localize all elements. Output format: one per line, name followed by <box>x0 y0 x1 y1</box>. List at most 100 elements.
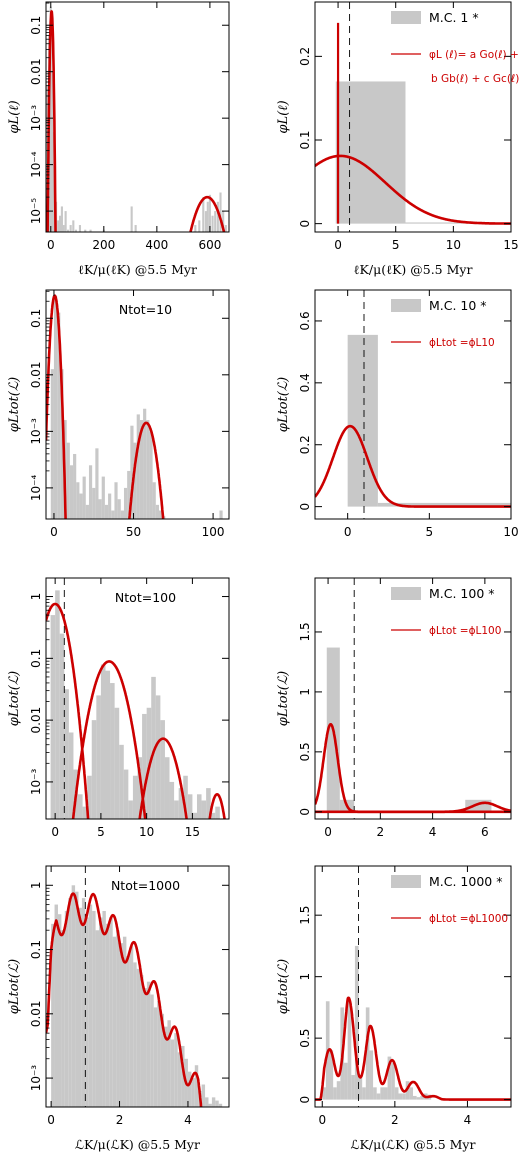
sample-size-label: Ntot=10 <box>119 302 172 317</box>
histogram-bar <box>78 907 82 1107</box>
fit-curve <box>138 737 188 819</box>
histogram-bar <box>219 192 222 232</box>
histogram-bar <box>409 1087 413 1100</box>
histogram-bar <box>88 465 93 519</box>
y-tick-label: 0.1 <box>29 16 43 35</box>
histogram-bar <box>59 633 65 819</box>
panel-p1: 0 200 400 600 10⁻⁵ 10⁻⁴ 10⁻³ 0.01 0.1 φL(ℓ) ℓK/μ(ℓ… <box>7 1 230 277</box>
y-tick-label: 0 <box>298 220 312 228</box>
histogram-bar <box>387 1056 392 1100</box>
histogram-bar <box>119 744 124 819</box>
y-tick-label: 10⁻³ <box>29 418 43 445</box>
histogram-bar <box>362 1087 366 1100</box>
x-tick-label: 0 <box>50 525 58 539</box>
histogram-bar <box>136 968 141 1107</box>
y-tick-label: 0.4 <box>298 373 312 392</box>
legend-hist-swatch <box>391 299 421 312</box>
x-tick-label: 0 <box>318 1113 326 1127</box>
histogram-bar <box>53 295 58 519</box>
histogram-bar <box>329 1050 334 1100</box>
axes-frame <box>45 1 230 233</box>
plot-area <box>315 866 511 1107</box>
histogram-bar <box>95 930 100 1107</box>
histogram-bar <box>142 713 147 819</box>
legend-hist-label: M.C. 1 * <box>429 10 479 25</box>
histogram-bar <box>194 1065 199 1107</box>
histogram-bar <box>57 220 60 232</box>
histogram-bar <box>206 788 211 819</box>
histogram-bar <box>174 800 179 819</box>
histogram-bar <box>224 225 227 232</box>
y-tick-label: 0.2 <box>298 47 312 66</box>
plot-area <box>315 2 511 232</box>
histogram-bar <box>50 369 54 519</box>
histogram-bar <box>344 1062 348 1100</box>
histogram-bar <box>214 211 217 232</box>
fit-curve <box>315 723 511 814</box>
histogram-bar <box>82 476 86 519</box>
histogram-bar <box>84 229 87 232</box>
histogram-bar <box>98 499 102 519</box>
plot-area <box>315 578 511 819</box>
panel-p5: 0 5 10 15 10⁻³ 0.01 0.1 1 φLtot(ℒ) Ntot=100 <box>7 577 230 839</box>
x-tick-label: 2 <box>391 1113 399 1127</box>
histogram-bar <box>66 442 70 519</box>
legend-hist-swatch <box>391 587 421 600</box>
histogram-bar <box>202 197 205 232</box>
y-tick-label: 0.01 <box>29 1000 43 1027</box>
axes-frame <box>45 577 230 820</box>
histogram-bar <box>95 448 99 519</box>
x-tick-label: 0 <box>47 238 55 252</box>
histogram-bar <box>92 910 96 1107</box>
histogram-bar <box>146 420 150 519</box>
axes-frame <box>45 865 230 1108</box>
histogram-bar <box>57 914 62 1107</box>
histogram-bar <box>52 132 55 232</box>
y-tick-label: 10⁻³ <box>29 769 43 796</box>
histogram-bar <box>82 806 88 819</box>
axes-frame <box>314 289 512 520</box>
histogram-bar <box>194 225 197 232</box>
y-tick-label: 10⁻³ <box>29 1065 43 1092</box>
histogram-bar <box>134 225 137 232</box>
histogram-bar <box>405 222 511 224</box>
histogram-bar <box>376 1093 381 1100</box>
x-axis-label: ℒK/μ(ℒK) @5.5 Myr <box>351 1137 476 1152</box>
histogram-bar <box>128 800 133 819</box>
histogram-bar <box>130 425 134 519</box>
histogram-bar <box>219 510 223 519</box>
histogram-bar <box>102 910 106 1107</box>
plot-area <box>315 290 511 519</box>
axes-frame <box>314 865 512 1108</box>
y-tick-label: 10⁻⁴ <box>29 151 43 178</box>
histogram-bar <box>78 794 83 819</box>
x-tick-label: 0 <box>47 1113 55 1127</box>
histogram-bar <box>365 1007 370 1100</box>
histogram-bar <box>181 1045 185 1107</box>
histogram-bar <box>72 220 75 232</box>
histogram-bar <box>123 769 129 819</box>
histogram-bar <box>206 201 209 232</box>
histogram-bar <box>55 590 60 819</box>
x-tick-label: 0 <box>51 825 59 839</box>
histogram-bar <box>150 994 154 1107</box>
histogram-bar <box>222 211 225 232</box>
histogram-bar <box>391 1062 395 1100</box>
histogram-bar <box>122 936 127 1107</box>
y-axis-label: φLtot(ℒ) <box>7 959 22 1015</box>
x-tick-label: 2 <box>116 1113 124 1127</box>
histogram-bar <box>111 510 115 519</box>
histogram-bar <box>62 225 65 232</box>
y-axis-label: φL(ℓ) <box>276 100 291 133</box>
y-tick-label: 0.1 <box>29 309 43 328</box>
histogram-bar <box>157 1000 161 1107</box>
panel-p8: 0 2 4 0 0.5 1 1.5 φLtot(ℒ) ℒK/μ(ℒK) @5.5 Myr M.C.… <box>276 865 512 1152</box>
histogram-bar <box>187 1071 192 1107</box>
histogram-bar <box>92 487 96 519</box>
histogram-bar <box>58 215 62 232</box>
histogram-bar <box>89 229 92 232</box>
legend-hist-label: M.C. 1000 * <box>429 874 502 889</box>
y-tick-label: 0.1 <box>29 649 43 668</box>
histogram-bar <box>117 499 121 519</box>
histogram-bar <box>373 1087 377 1100</box>
